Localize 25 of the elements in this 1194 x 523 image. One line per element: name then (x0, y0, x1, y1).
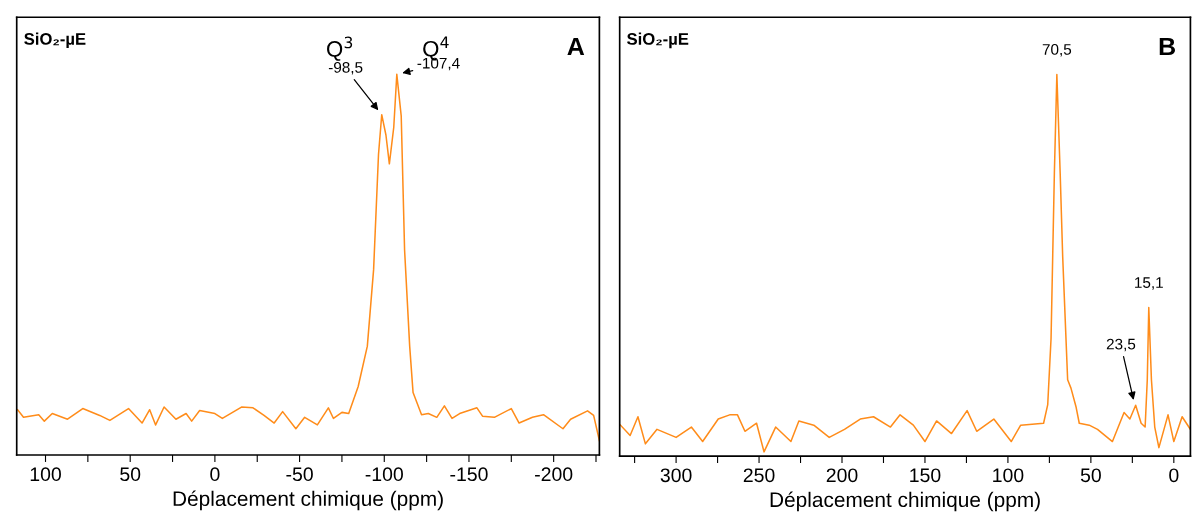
text: A (567, 37, 585, 56)
x-tick-label: 250 (743, 468, 775, 483)
annotation: 70,5 (1042, 43, 1072, 57)
x-tick-label: -50 (286, 467, 313, 482)
x-tick-label: 50 (120, 467, 141, 482)
x-tick-label: -200 (535, 467, 573, 482)
x-tick-label: 300 (660, 468, 692, 483)
text: B (1159, 37, 1176, 56)
x-tick-label: 100 (993, 468, 1024, 483)
chart-title: SiO₂-µE (24, 32, 86, 49)
x-tick-label: 0 (210, 467, 220, 482)
text: Q$^{3}$ (327, 36, 353, 61)
x-tick-label: 0 (1169, 468, 1179, 483)
x-axis-title: Déplacement chimique (ppm) (770, 491, 1040, 512)
x-tick-label: 200 (826, 468, 858, 483)
annotation: 15,1 (1135, 277, 1163, 290)
chart-title: SiO₂-µE (627, 32, 689, 49)
x-tick-label: -150 (450, 467, 488, 482)
x-tick-label: 150 (910, 468, 941, 483)
annotation: -98,5 (328, 61, 363, 75)
annotation: 23,5 (1106, 338, 1136, 352)
x-axis-title: Déplacement chimique (ppm) (173, 490, 443, 511)
x-tick-label: 100 (30, 467, 61, 482)
x-tick-label: 50 (1080, 468, 1101, 483)
x-tick-label: -100 (365, 467, 403, 482)
